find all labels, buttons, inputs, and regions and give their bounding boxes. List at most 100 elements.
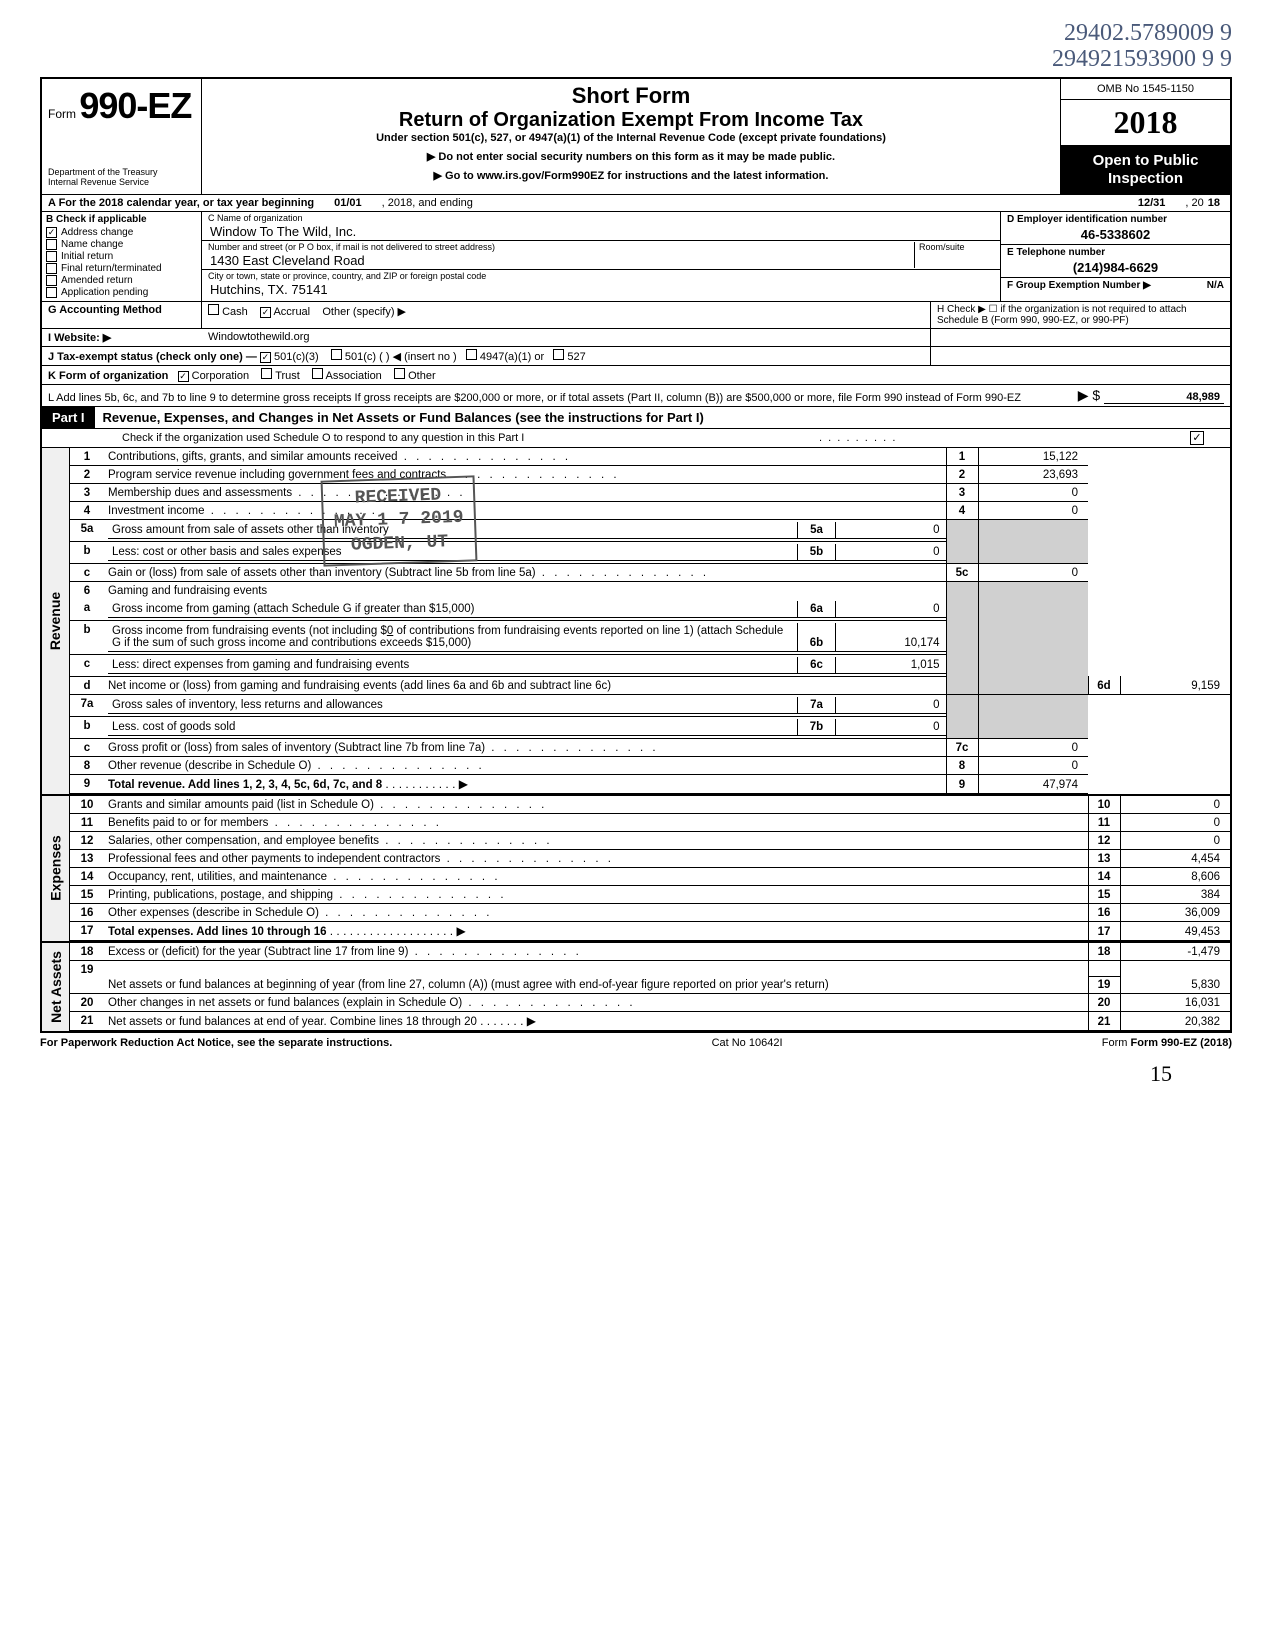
s527-checkbox[interactable] [553, 349, 564, 360]
row-k-orgform: K Form of organization ✓ Corporation Tru… [40, 366, 1232, 385]
net-label: Net Assets [48, 951, 64, 1023]
handwritten-page-num: 15 [40, 1061, 1232, 1087]
row-l-text: L Add lines 5b, 6c, and 7b to line 9 to … [48, 392, 1074, 404]
street-row: Number and street (or P O box, if mail i… [202, 241, 1000, 270]
row-j-label: J Tax-exempt status (check only one) — [48, 351, 257, 363]
other-checkbox[interactable] [394, 368, 405, 379]
under-section: Under section 501(c), 527, or 4947(a)(1)… [210, 132, 1052, 144]
cash-label: Cash [222, 306, 248, 318]
expenses-side-label: Expenses [42, 796, 70, 941]
page-footer: For Paperwork Reduction Act Notice, see … [40, 1033, 1232, 1053]
corp-checkbox[interactable]: ✓ [178, 371, 189, 382]
group-value: N/A [1207, 280, 1224, 291]
table-row: 3Membership dues and assessments30 [70, 483, 1230, 501]
trust-checkbox[interactable] [261, 368, 272, 379]
group-row: F Group Exemption Number ▶ N/A [1001, 278, 1230, 293]
row-a-label: A For the 2018 calendar year, or tax yea… [48, 197, 314, 209]
city-value: Hutchins, TX. 75141 [208, 281, 994, 297]
year-value: 2018 [1114, 104, 1178, 140]
c-other-checkbox[interactable] [331, 349, 342, 360]
c3-checkbox[interactable]: ✓ [260, 352, 271, 363]
checkbox-icon [46, 287, 57, 298]
org-name: Window To The Wild, Inc. [208, 223, 994, 239]
row-l-amount: 48,989 [1104, 391, 1224, 404]
net-assets-section: Net Assets 18Excess or (deficit) for the… [40, 943, 1232, 1033]
tel-row: E Telephone number (214)984-6629 [1001, 245, 1230, 278]
stamp-top-numbers: 29402.5789009 9 294921593900 9 9 [40, 20, 1232, 73]
form-990ez: 990-EZ [79, 85, 191, 126]
check-label: Address change [61, 227, 133, 238]
check-label: Amended return [61, 275, 133, 286]
footer-mid: Cat No 10642I [712, 1037, 783, 1049]
street-label: Number and street (or P O box, if mail i… [208, 242, 914, 252]
footer-right: Form Form 990-EZ (2018) [1102, 1037, 1232, 1049]
row-a-tax-year: A For the 2018 calendar year, or tax yea… [40, 194, 1232, 212]
expenses-table: 10Grants and similar amounts paid (list … [70, 796, 1230, 941]
tel-value: (214)984-6629 [1007, 258, 1224, 275]
form-header: Form 990-EZ Department of the Treasury I… [40, 77, 1232, 194]
form-prefix: Form [48, 107, 76, 121]
revenue-table: 1Contributions, gifts, grants, and simil… [70, 448, 1230, 794]
check-final-return[interactable]: Final return/terminated [46, 263, 197, 274]
table-row: 21Net assets or fund balances at end of … [70, 1011, 1230, 1030]
part1-tag: Part I [42, 407, 95, 428]
sched-o-text: Check if the organization used Schedule … [122, 432, 524, 444]
city-row: City or town, state or province, country… [202, 270, 1000, 298]
checkbox-icon [46, 275, 57, 286]
org-name-label: C Name of organization [208, 213, 994, 223]
stamp-line1: 29402.5789009 9 [40, 20, 1232, 46]
row-k-label: K Form of organization [48, 370, 168, 382]
check-initial-return[interactable]: Initial return [46, 251, 197, 262]
other-label: Other [408, 370, 436, 382]
checkbox-icon [46, 263, 57, 274]
table-row: 14Occupancy, rent, utilities, and mainte… [70, 867, 1230, 885]
row-l-gross: L Add lines 5b, 6c, and 7b to line 9 to … [40, 385, 1232, 407]
room-label: Room/suite [919, 242, 994, 252]
trust-label: Trust [275, 370, 300, 382]
net-table: 18Excess or (deficit) for the year (Subt… [70, 943, 1230, 1031]
street-value: 1430 East Cleveland Road [208, 252, 914, 268]
table-row: 16Other expenses (describe in Schedule O… [70, 903, 1230, 921]
assoc-label: Association [326, 370, 382, 382]
footer-left: For Paperwork Reduction Act Notice, see … [40, 1037, 392, 1049]
dept-treasury: Department of the Treasury Internal Reve… [48, 168, 195, 188]
org-name-row: C Name of organization Window To The Wil… [202, 212, 1000, 241]
row-j-status: J Tax-exempt status (check only one) — ✓… [40, 347, 1232, 366]
sched-o-checkbox[interactable]: ✓ [1190, 431, 1204, 445]
table-row: cGross profit or (loss) from sales of in… [70, 738, 1230, 756]
row-a-mid: , 2018, and ending [382, 197, 473, 209]
a1-label: 4947(a)(1) or [480, 351, 544, 363]
ein-label: D Employer identification number [1007, 214, 1224, 225]
revenue-label: Revenue [48, 592, 64, 650]
check-app-pending[interactable]: Application pending [46, 287, 197, 298]
check-name-change[interactable]: Name change [46, 239, 197, 250]
check-address-change[interactable]: ✓ Address change [46, 227, 197, 238]
omb-number: OMB No 1545-1150 [1061, 79, 1230, 100]
check-label: Name change [61, 239, 123, 250]
table-row: 2Program service revenue including gover… [70, 465, 1230, 483]
form-number: Form 990-EZ [48, 85, 195, 127]
bcd-block: B Check if applicable ✓ Address change N… [40, 212, 1232, 302]
check-label: Initial return [61, 251, 113, 262]
part1-desc: Revenue, Expenses, and Changes in Net As… [95, 407, 1230, 428]
table-row: 18Excess or (deficit) for the year (Subt… [70, 943, 1230, 961]
expenses-section: Expenses 10Grants and similar amounts pa… [40, 796, 1232, 943]
table-row: 8Other revenue (describe in Schedule O)8… [70, 756, 1230, 774]
assoc-checkbox[interactable] [312, 368, 323, 379]
table-row: 1Contributions, gifts, grants, and simil… [70, 448, 1230, 466]
col-c-org: C Name of organization Window To The Wil… [202, 212, 1000, 301]
a1-checkbox[interactable] [466, 349, 477, 360]
short-form-title: Short Form [210, 83, 1052, 109]
table-row: 20Other changes in net assets or fund ba… [70, 993, 1230, 1011]
col-b-header: B Check if applicable [46, 214, 197, 225]
arrow-icon: . . . . . . . ▶ [480, 1014, 536, 1028]
cash-checkbox[interactable] [208, 304, 219, 315]
row-g-accounting: G Accounting Method Cash ✓ Accrual Other… [40, 302, 1232, 329]
tax-year: 2018 [1061, 100, 1230, 146]
arrow-icon: . . . . . . . . . . . . . . . . . . . ▶ [330, 924, 466, 938]
table-row: 19Net assets or fund balances at beginni… [70, 960, 1230, 993]
arrow-icon: . . . . . . . . . . . ▶ [385, 777, 468, 791]
s527-label: 527 [567, 351, 585, 363]
check-amended[interactable]: Amended return [46, 275, 197, 286]
accrual-checkbox[interactable]: ✓ [260, 307, 271, 318]
